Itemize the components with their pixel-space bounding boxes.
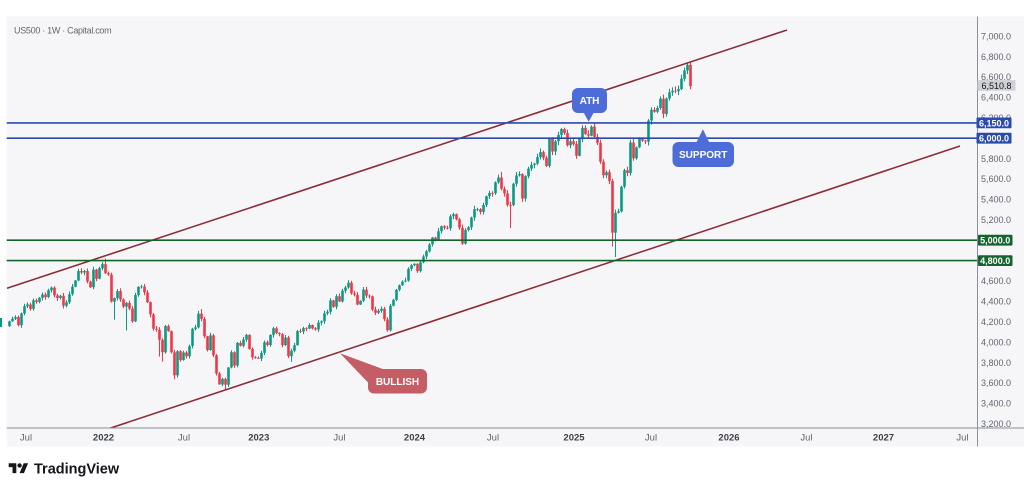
svg-text:SUPPORT: SUPPORT	[679, 150, 727, 161]
svg-text:Jul: Jul	[20, 432, 32, 443]
svg-text:4,800.0: 4,800.0	[980, 256, 1010, 266]
svg-text:5,200.0: 5,200.0	[981, 215, 1011, 225]
svg-text:US500 · 1W · Capital.com: US500 · 1W · Capital.com	[14, 25, 111, 35]
svg-text:Jul: Jul	[645, 432, 657, 443]
svg-text:6,000.0: 6,000.0	[979, 134, 1009, 144]
svg-text:6,400.0: 6,400.0	[981, 93, 1011, 103]
svg-text:Jul: Jul	[487, 432, 499, 443]
svg-text:2024: 2024	[404, 432, 426, 443]
svg-text:6,150.0: 6,150.0	[979, 118, 1009, 128]
svg-text:4,600.0: 4,600.0	[981, 276, 1011, 286]
svg-text:Jul: Jul	[956, 432, 968, 443]
svg-text:6,800.0: 6,800.0	[981, 52, 1011, 62]
svg-text:4,000.0: 4,000.0	[981, 337, 1011, 347]
svg-text:3,400.0: 3,400.0	[981, 399, 1011, 409]
svg-text:3,600.0: 3,600.0	[981, 378, 1011, 388]
svg-text:2022: 2022	[93, 432, 114, 443]
svg-text:5,000.0: 5,000.0	[980, 236, 1010, 246]
svg-text:2026: 2026	[718, 432, 739, 443]
svg-text:6,600.0: 6,600.0	[981, 72, 1011, 82]
svg-text:ATH: ATH	[580, 96, 600, 107]
svg-text:3,800.0: 3,800.0	[981, 358, 1011, 368]
svg-text:Jul: Jul	[800, 432, 812, 443]
svg-text:4,200.0: 4,200.0	[981, 317, 1011, 327]
svg-text:Jul: Jul	[333, 432, 345, 443]
svg-text:6,510.8: 6,510.8	[981, 81, 1011, 91]
svg-text:TradingView: TradingView	[34, 462, 120, 478]
svg-text:5,600.0: 5,600.0	[981, 174, 1011, 184]
svg-text:2023: 2023	[248, 432, 269, 443]
svg-text:7,000.0: 7,000.0	[981, 31, 1011, 41]
svg-text:2027: 2027	[873, 432, 894, 443]
svg-text:Jul: Jul	[178, 432, 190, 443]
svg-text:3,200.0: 3,200.0	[981, 419, 1011, 429]
svg-text:2025: 2025	[563, 432, 585, 443]
svg-text:5,400.0: 5,400.0	[981, 195, 1011, 205]
svg-text:5,800.0: 5,800.0	[981, 154, 1011, 164]
svg-text:BULLISH: BULLISH	[376, 377, 419, 388]
svg-text:4,400.0: 4,400.0	[981, 297, 1011, 307]
